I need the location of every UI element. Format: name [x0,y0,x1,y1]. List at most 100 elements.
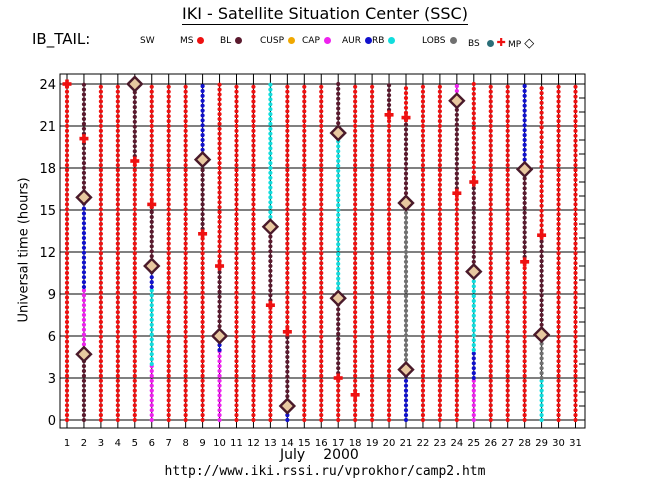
data-point-rb [336,232,341,237]
data-point-ms [573,324,578,329]
data-point-ms [319,261,324,266]
data-point-ms [386,349,392,354]
data-point-ms [166,226,171,231]
data-point-ms [370,256,375,261]
data-point-ms [64,373,70,378]
data-point-ms [471,91,476,96]
data-point-ms [319,270,324,276]
data-point-ms [200,403,205,408]
data-point-ms [556,123,561,129]
data-point-ms [251,177,256,182]
data-point-ms [488,104,493,109]
data-point-aur [522,84,527,89]
data-point-aur [522,93,527,98]
month-label: July [280,447,306,463]
data-point-ms [200,359,205,364]
data-point-ms [251,94,256,99]
data-point-ms [505,349,510,354]
data-point-ms [234,310,239,315]
data-point-ms [234,270,239,276]
data-point-ms [420,241,426,246]
data-point-ms [234,119,239,124]
data-point-ms [370,305,375,310]
data-point-ms [98,163,103,168]
data-point-ms [573,143,578,148]
data-point-ms [217,126,222,131]
data-point-ms [336,393,341,398]
data-point-ms [200,354,205,359]
data-point-ms [64,202,70,207]
data-point-lobs [403,313,409,318]
data-point-rb [336,242,341,247]
data-point-lobs [403,328,409,333]
data-point-ms [370,187,375,192]
data-point-rb [268,121,273,126]
data-point-ms [488,310,493,315]
data-point-ms [386,163,392,168]
data-point-ms [522,266,527,271]
data-point-ms [353,207,358,212]
data-point-ms [217,131,222,136]
data-point-ms [115,153,120,158]
data-point-ms [64,285,70,290]
data-point-rb [268,200,273,205]
data-point-ms [115,290,120,295]
data-point-ms [115,315,120,320]
data-point-ms [149,148,154,153]
data-point-cap [471,388,476,393]
data-point-ms [319,104,324,109]
data-point-ms [115,94,120,99]
data-point-ms [285,153,290,158]
legend-label: RB [372,36,385,46]
data-point-ms [234,354,239,359]
data-point-ms [115,383,120,388]
data-point-ms [149,163,154,168]
data-point-bl [539,308,544,313]
data-point-ms [183,359,188,364]
data-point-ms [217,107,222,112]
data-point-lobs [403,254,409,259]
data-point-ms [556,246,561,251]
data-point-bl [539,249,544,254]
data-point-ms [370,163,375,168]
data-point-ms [420,182,426,187]
data-point-ms [285,221,290,227]
data-point-ms [437,221,442,227]
data-point-bl [336,356,341,361]
data-point-ms [319,182,324,187]
data-point-ms [200,266,205,271]
data-point-ms [454,241,459,246]
data-point-cap [81,288,87,293]
data-point-ms [200,251,205,256]
data-point-ms [454,285,459,290]
data-point-ms [285,270,290,276]
data-point-ms [437,413,442,418]
data-point-ms [522,344,527,349]
data-point-rb [268,116,273,122]
data-point-ms [285,197,290,202]
data-point-ms [437,295,442,300]
data-point-ms [251,153,256,158]
data-point-cap [81,298,87,303]
data-point-ms [115,143,120,148]
data-point-rb [336,173,341,178]
data-point-ms [251,226,256,231]
data-point-ms [217,161,222,166]
data-point-ms [251,285,256,290]
data-point-bl [403,127,409,132]
data-point-ms [64,99,70,104]
data-point-ms [556,89,561,94]
legend-label: CUSP [260,36,285,46]
data-point-ms [149,133,154,138]
data-point-ms [251,182,256,187]
data-point-ms [302,226,307,231]
data-point-ms [132,256,137,261]
data-point-ms [302,217,307,222]
data-point-ms [98,305,103,310]
data-point-rb [539,417,544,423]
data-point-ms [556,251,561,256]
data-point-bl [471,210,476,215]
data-point-ms [319,192,324,197]
data-point-ms [98,413,103,418]
data-point-ms [285,241,290,246]
